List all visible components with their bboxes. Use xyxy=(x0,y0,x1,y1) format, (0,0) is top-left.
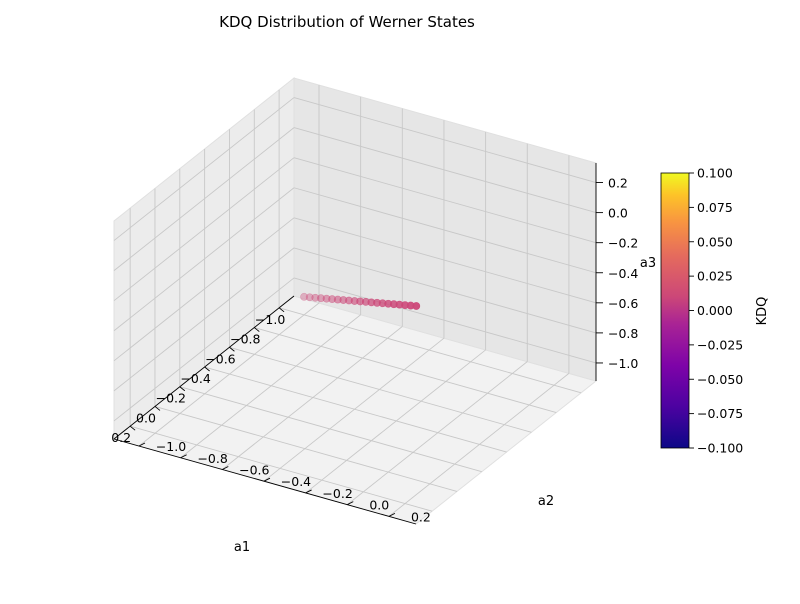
x-tick xyxy=(129,425,136,431)
grid-line-y-floor xyxy=(388,373,570,517)
x-axis-line xyxy=(113,295,295,440)
x-tick-label: −0.2 xyxy=(156,391,186,406)
x-tick-label: −0.4 xyxy=(180,371,210,386)
grid-line-x-floor xyxy=(229,346,532,433)
colorbar-tick-label: 0.075 xyxy=(697,200,733,215)
grid-line-z-back xyxy=(293,127,597,214)
colorbar-tick-label: 0.100 xyxy=(697,166,733,181)
chart-title: KDQ Distribution of Werner States xyxy=(219,13,475,31)
y-tick xyxy=(347,501,354,506)
colorbar-tick-label: 0.050 xyxy=(697,234,733,249)
y-tick-label: −0.8 xyxy=(197,451,227,466)
y-tick xyxy=(305,489,312,494)
x-tick xyxy=(179,386,186,392)
grid-line-y-floor xyxy=(138,302,320,447)
grid-line-y-floor xyxy=(180,314,361,459)
y-axis-line xyxy=(113,438,417,525)
z-tick-label: −0.8 xyxy=(608,326,638,341)
data-point xyxy=(311,293,320,302)
y-tick-label: −0.6 xyxy=(239,462,269,477)
grid-line-y-floor xyxy=(222,326,403,470)
x-tick xyxy=(154,406,161,411)
colorbar-label: KDQ xyxy=(755,297,770,326)
z-tick-label: −0.6 xyxy=(608,296,638,311)
colorbar-ticks: 0.100 0.075 0.050 0.025 0.000 −0.025 −0.050 −0.… xyxy=(689,166,743,456)
data-point xyxy=(412,302,421,310)
z-axis-label: a3 xyxy=(640,256,656,271)
y-tick-label: 0.0 xyxy=(369,498,389,513)
data-point xyxy=(300,292,308,301)
x-tick-label: −0.6 xyxy=(205,351,235,366)
grid-lines xyxy=(113,85,597,517)
z-tick-label: −1.0 xyxy=(608,356,638,371)
colorbar-tick-label: −0.050 xyxy=(697,372,743,387)
x-axis-label: a1 xyxy=(234,540,250,555)
grid-line-z-back xyxy=(293,247,597,334)
x-tick xyxy=(229,346,235,352)
z-tick-label: −0.4 xyxy=(608,266,638,281)
z-tick-label: −0.2 xyxy=(608,236,638,251)
data-point xyxy=(317,294,325,303)
y-tick-label: −0.2 xyxy=(322,486,352,501)
grid-line-z-left xyxy=(113,217,295,362)
x-tick xyxy=(204,366,210,372)
grid-line-z-back xyxy=(293,187,597,274)
grid-line-z-back xyxy=(293,217,597,304)
y-axis-label: a2 xyxy=(538,494,554,509)
colorbar-tick-label: −0.025 xyxy=(697,337,743,352)
y-tick-label: −1.0 xyxy=(156,439,186,454)
grid-line-x-floor xyxy=(154,406,458,492)
z-tick-label: 0.2 xyxy=(608,176,628,191)
y-tick xyxy=(222,466,229,470)
y-tick-label: −0.4 xyxy=(281,474,311,489)
y-tick xyxy=(388,512,396,517)
colorbar-tick-label: 0.000 xyxy=(697,303,733,318)
colorbar-tick-label: −0.075 xyxy=(697,406,743,421)
grid-line-z-left xyxy=(113,127,295,271)
x-tick-label: −1.0 xyxy=(255,312,285,327)
x-tick-label: 0.0 xyxy=(136,410,156,425)
grid-line-z-back xyxy=(293,277,597,364)
x-tick xyxy=(253,327,260,332)
colorbar-tick-label: 0.025 xyxy=(697,269,733,284)
x-tick-label: −0.8 xyxy=(230,332,260,347)
grid-line-z-back xyxy=(293,157,597,244)
grid-line-x-floor xyxy=(130,425,433,512)
z-tick-label: 0.0 xyxy=(608,206,628,221)
grid-line-y-floor xyxy=(346,361,528,506)
grid-line-x-floor xyxy=(254,327,557,413)
grid-line-z-left xyxy=(113,277,295,422)
y-tick xyxy=(138,442,146,447)
grid-line-x-floor xyxy=(278,307,582,394)
grid-line-z-left xyxy=(113,247,295,392)
x-tick-label: 0.2 xyxy=(111,430,131,445)
grid-line-x-floor xyxy=(204,366,507,453)
grid-line-z-left xyxy=(113,187,295,332)
axis-lines xyxy=(113,163,597,525)
grid-line-z-left xyxy=(113,97,295,241)
grid-line-y-floor xyxy=(305,349,486,494)
y-tick-label: 0.2 xyxy=(411,509,431,524)
grid-line-z-left xyxy=(113,157,295,302)
grid-line-x-floor xyxy=(179,386,482,473)
y-tick xyxy=(263,477,271,482)
scatter-points xyxy=(300,292,421,310)
grid-line-z-back xyxy=(293,97,597,183)
data-point xyxy=(305,293,314,302)
x-tick xyxy=(278,307,285,313)
y-tick xyxy=(180,454,187,459)
tick-labels: −1.0 −1.0 −1.0 −0.8 −0.8 −0.8 −0.6 −0.6 −0.6 −0.4… xyxy=(111,176,638,525)
grid-line-y-floor xyxy=(263,337,445,482)
colorbar xyxy=(660,172,690,449)
colorbar-tick-label: −0.100 xyxy=(697,441,743,456)
